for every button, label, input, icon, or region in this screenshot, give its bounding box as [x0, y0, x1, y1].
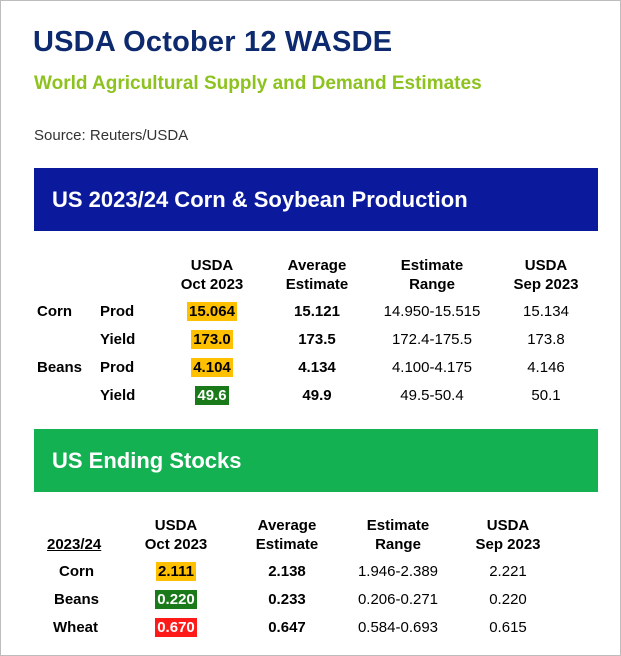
- prod-metric-label: Prod: [100, 303, 135, 320]
- stocks-header-usda-sep-text: USDA Sep 2023: [475, 517, 541, 553]
- stocks-avg-value: 0.233: [268, 591, 306, 608]
- stocks-crop-label: Wheat: [53, 619, 98, 636]
- stocks-avg-value: 2.138: [268, 563, 306, 580]
- stocks-header-range: Estimate Range: [348, 516, 448, 554]
- stocks-crop-label: Beans: [54, 591, 100, 608]
- stocks-range-value: 0.584-0.693: [357, 619, 439, 636]
- stocks-range-value: 0.206-0.271: [357, 591, 439, 608]
- stocks-usda-sep-value: 0.615: [489, 619, 527, 636]
- prod-header-usda-sep-text: USDA Sep 2023: [513, 257, 579, 293]
- stocks-header-usda-oct: USDA Oct 2023: [136, 516, 216, 554]
- prod-usda-oct-cell: 15.064: [172, 302, 252, 321]
- prod-usda-oct-cell: 173.0: [172, 330, 252, 349]
- prod-usda-sep-value: 50.1: [531, 387, 561, 404]
- stocks-avg-value: 0.647: [268, 619, 306, 636]
- prod-metric-label: Prod: [100, 359, 135, 376]
- prod-range-value: 4.100-4.175: [391, 359, 473, 376]
- prod-usda-oct-value: 15.064: [187, 302, 237, 321]
- prod-usda-sep-value: 173.8: [527, 331, 565, 348]
- prod-metric-label: Yield: [100, 331, 136, 348]
- prod-usda-oct-cell: 4.104: [172, 358, 252, 377]
- stocks-crop-label: Corn: [59, 563, 94, 580]
- stocks-header-average-text: Average Estimate: [255, 517, 319, 553]
- prod-range-value: 172.4-175.5: [391, 331, 473, 348]
- stocks-usda-oct-value: 2.111: [156, 562, 196, 581]
- stocks-usda-oct-cell: 0.670: [136, 618, 216, 637]
- stocks-header-usda-oct-text: USDA Oct 2023: [144, 517, 208, 553]
- prod-avg-value: 173.5: [298, 331, 336, 348]
- prod-usda-oct-value: 49.6: [195, 386, 229, 405]
- stocks-banner: US Ending Stocks: [34, 429, 598, 492]
- prod-crop-label: Corn: [37, 303, 72, 320]
- prod-header-average: Average Estimate: [272, 256, 362, 294]
- page-title: USDA October 12 WASDE: [33, 26, 393, 58]
- stocks-usda-sep-value: 2.221: [489, 563, 527, 580]
- stocks-range-value: 1.946-2.389: [357, 563, 439, 580]
- prod-header-range-text: Estimate Range: [400, 257, 464, 293]
- prod-avg-value: 49.9: [302, 387, 332, 404]
- prod-avg-value: 4.134: [298, 359, 336, 376]
- prod-avg-value: 15.121: [294, 303, 340, 320]
- prod-header-usda-sep: USDA Sep 2023: [504, 256, 588, 294]
- prod-usda-sep-value: 15.134: [523, 303, 569, 320]
- stocks-usda-oct-value: 0.220: [155, 590, 197, 609]
- prod-header-usda-oct-text: USDA Oct 2023: [180, 257, 244, 293]
- prod-range-value: 49.5-50.4: [400, 387, 464, 404]
- stocks-usda-oct-cell: 0.220: [136, 590, 216, 609]
- prod-usda-oct-value: 173.0: [191, 330, 233, 349]
- prod-usda-oct-cell: 49.6: [172, 386, 252, 405]
- page-subtitle: World Agricultural Supply and Demand Est…: [34, 73, 482, 94]
- source-note: Source: Reuters/USDA: [34, 127, 189, 144]
- stocks-usda-oct-cell: 2.111: [136, 562, 216, 581]
- prod-header-average-text: Average Estimate: [285, 257, 349, 293]
- stocks-header-range-text: Estimate Range: [366, 517, 430, 553]
- prod-header-usda-oct: USDA Oct 2023: [172, 256, 252, 294]
- stocks-header-average: Average Estimate: [242, 516, 332, 554]
- stocks-header-usda-sep: USDA Sep 2023: [466, 516, 550, 554]
- production-banner: US 2023/24 Corn & Soybean Production: [34, 168, 598, 231]
- prod-usda-sep-value: 4.146: [527, 359, 565, 376]
- prod-usda-oct-value: 4.104: [191, 358, 233, 377]
- prod-crop-label: Beans: [37, 359, 83, 376]
- prod-header-range: Estimate Range: [382, 256, 482, 294]
- stocks-usda-sep-value: 0.220: [489, 591, 527, 608]
- stocks-year-label: 2023/24: [47, 536, 102, 553]
- prod-metric-label: Yield: [100, 387, 136, 404]
- prod-range-value: 14.950-15.515: [383, 303, 481, 320]
- stocks-usda-oct-value: 0.670: [155, 618, 197, 637]
